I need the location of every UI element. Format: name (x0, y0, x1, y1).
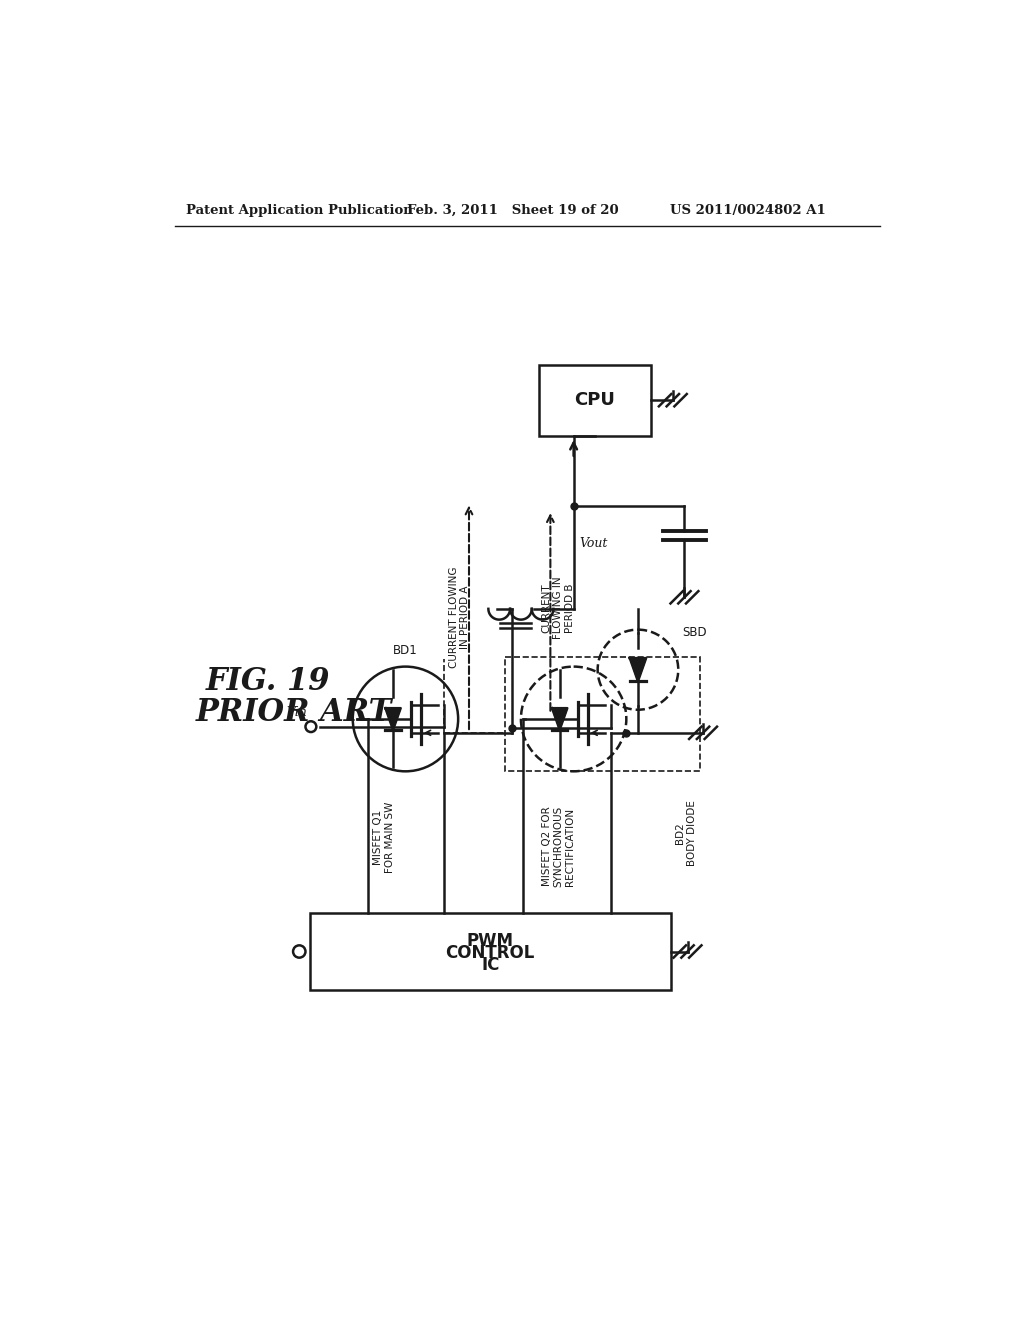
Polygon shape (630, 659, 646, 681)
Text: FIG. 19: FIG. 19 (206, 667, 330, 697)
Text: CURRENT FLOWING
IN PERIOD A: CURRENT FLOWING IN PERIOD A (449, 566, 470, 668)
Text: MISFET Q1
FOR MAIN SW: MISFET Q1 FOR MAIN SW (373, 803, 394, 874)
Text: PRIOR ART: PRIOR ART (197, 697, 392, 729)
Text: CURRENT
FLOWING IN
PERIOD B: CURRENT FLOWING IN PERIOD B (542, 577, 574, 639)
Text: CONTROL: CONTROL (445, 944, 535, 962)
Polygon shape (552, 708, 567, 730)
Text: BD1: BD1 (393, 644, 418, 657)
Bar (310, 913, 671, 990)
Text: Patent Application Publication: Patent Application Publication (186, 205, 413, 218)
Text: PWM: PWM (467, 932, 514, 949)
Text: US 2011/0024802 A1: US 2011/0024802 A1 (671, 205, 826, 218)
Text: SBD: SBD (682, 626, 707, 639)
Text: IC: IC (481, 957, 500, 974)
Bar (505, 657, 700, 771)
Text: CPU: CPU (574, 391, 615, 409)
Polygon shape (385, 708, 400, 730)
Text: Vin: Vin (287, 706, 307, 719)
Text: Feb. 3, 2011   Sheet 19 of 20: Feb. 3, 2011 Sheet 19 of 20 (407, 205, 618, 218)
Text: Vout: Vout (580, 537, 608, 550)
Bar (539, 364, 651, 436)
Text: MISFET Q2 FOR
SYNCHRONOUS
RECTIFICATION: MISFET Q2 FOR SYNCHRONOUS RECTIFICATION (542, 807, 574, 887)
Text: BD2
BODY DIODE: BD2 BODY DIODE (675, 800, 696, 866)
